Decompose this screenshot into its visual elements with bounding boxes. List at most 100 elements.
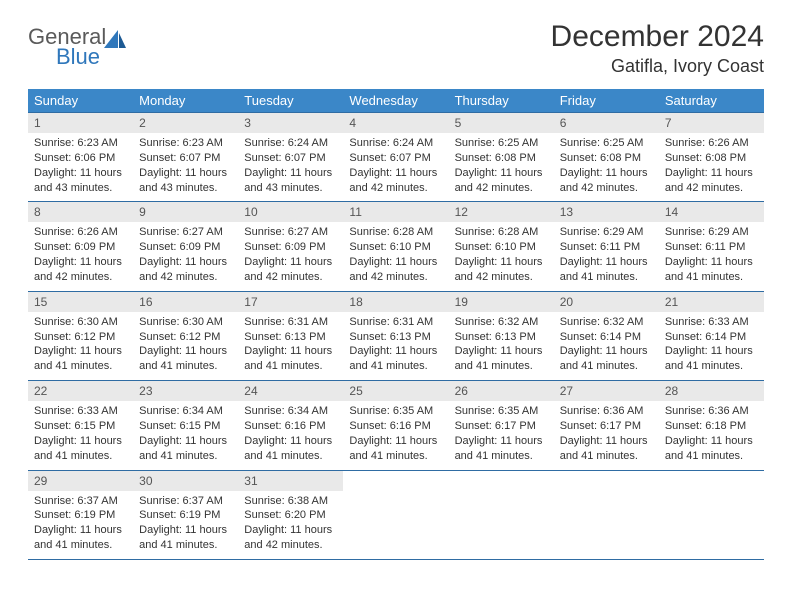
daylight-line1: Daylight: 11 hours: [34, 166, 127, 181]
daylight-line1: Daylight: 11 hours: [34, 523, 127, 538]
day-number: 16: [133, 292, 238, 312]
daylight-line2: and 42 minutes.: [349, 181, 442, 196]
daylight-line1: Daylight: 11 hours: [139, 434, 232, 449]
daylight-line1: Daylight: 11 hours: [349, 255, 442, 270]
daylight-line2: and 41 minutes.: [244, 359, 337, 374]
daylight-line1: Daylight: 11 hours: [34, 344, 127, 359]
day-cell: 7Sunrise: 6:26 AMSunset: 6:08 PMDaylight…: [659, 113, 764, 202]
weekday-header-row: SundayMondayTuesdayWednesdayThursdayFrid…: [28, 89, 764, 113]
weekday-header: Wednesday: [343, 89, 448, 113]
day-body: Sunrise: 6:26 AMSunset: 6:09 PMDaylight:…: [28, 222, 133, 290]
sunrise-text: Sunrise: 6:25 AM: [455, 136, 548, 151]
month-title: December 2024: [551, 20, 764, 54]
day-cell: 31Sunrise: 6:38 AMSunset: 6:20 PMDayligh…: [238, 470, 343, 559]
day-body: Sunrise: 6:29 AMSunset: 6:11 PMDaylight:…: [554, 222, 659, 290]
sunset-text: Sunset: 6:13 PM: [455, 330, 548, 345]
day-cell: 17Sunrise: 6:31 AMSunset: 6:13 PMDayligh…: [238, 291, 343, 380]
sunrise-text: Sunrise: 6:29 AM: [560, 225, 653, 240]
day-number: 1: [28, 113, 133, 133]
daylight-line2: and 41 minutes.: [560, 359, 653, 374]
day-number: 27: [554, 381, 659, 401]
week-row: 22Sunrise: 6:33 AMSunset: 6:15 PMDayligh…: [28, 381, 764, 470]
daylight-line1: Daylight: 11 hours: [349, 434, 442, 449]
sunset-text: Sunset: 6:19 PM: [34, 508, 127, 523]
day-body: [449, 491, 554, 553]
sunset-text: Sunset: 6:16 PM: [349, 419, 442, 434]
day-number: 2: [133, 113, 238, 133]
daylight-line1: Daylight: 11 hours: [34, 434, 127, 449]
sunrise-text: Sunrise: 6:24 AM: [349, 136, 442, 151]
daylight-line1: Daylight: 11 hours: [560, 166, 653, 181]
calendar-table: SundayMondayTuesdayWednesdayThursdayFrid…: [28, 89, 764, 560]
sunrise-text: Sunrise: 6:35 AM: [455, 404, 548, 419]
day-number: 28: [659, 381, 764, 401]
empty-cell: [554, 470, 659, 559]
week-row: 29Sunrise: 6:37 AMSunset: 6:19 PMDayligh…: [28, 470, 764, 559]
sunrise-text: Sunrise: 6:35 AM: [349, 404, 442, 419]
day-body: Sunrise: 6:35 AMSunset: 6:16 PMDaylight:…: [343, 401, 448, 469]
daylight-line1: Daylight: 11 hours: [244, 344, 337, 359]
sunset-text: Sunset: 6:08 PM: [560, 151, 653, 166]
day-cell: 24Sunrise: 6:34 AMSunset: 6:16 PMDayligh…: [238, 381, 343, 470]
day-body: Sunrise: 6:24 AMSunset: 6:07 PMDaylight:…: [343, 133, 448, 201]
sunrise-text: Sunrise: 6:33 AM: [34, 404, 127, 419]
sunrise-text: Sunrise: 6:31 AM: [349, 315, 442, 330]
day-number: 30: [133, 471, 238, 491]
daylight-line1: Daylight: 11 hours: [455, 255, 548, 270]
brand-logo: General Blue: [28, 20, 126, 68]
sail-icon: [104, 30, 126, 55]
sunset-text: Sunset: 6:07 PM: [139, 151, 232, 166]
day-cell: 11Sunrise: 6:28 AMSunset: 6:10 PMDayligh…: [343, 202, 448, 291]
daylight-line2: and 41 minutes.: [349, 359, 442, 374]
daylight-line2: and 41 minutes.: [349, 449, 442, 464]
daylight-line1: Daylight: 11 hours: [665, 255, 758, 270]
day-number: 5: [449, 113, 554, 133]
daylight-line2: and 42 minutes.: [665, 181, 758, 196]
sunset-text: Sunset: 6:19 PM: [139, 508, 232, 523]
day-body: Sunrise: 6:27 AMSunset: 6:09 PMDaylight:…: [238, 222, 343, 290]
day-cell: 9Sunrise: 6:27 AMSunset: 6:09 PMDaylight…: [133, 202, 238, 291]
day-number: 14: [659, 202, 764, 222]
day-cell: 15Sunrise: 6:30 AMSunset: 6:12 PMDayligh…: [28, 291, 133, 380]
day-body: Sunrise: 6:32 AMSunset: 6:13 PMDaylight:…: [449, 312, 554, 380]
day-number: 22: [28, 381, 133, 401]
sunset-text: Sunset: 6:11 PM: [560, 240, 653, 255]
header: General Blue December 2024 Gatifla, Ivor…: [28, 20, 764, 77]
sunrise-text: Sunrise: 6:37 AM: [139, 494, 232, 509]
day-cell: 14Sunrise: 6:29 AMSunset: 6:11 PMDayligh…: [659, 202, 764, 291]
sunrise-text: Sunrise: 6:26 AM: [34, 225, 127, 240]
daylight-line1: Daylight: 11 hours: [665, 434, 758, 449]
sunset-text: Sunset: 6:15 PM: [34, 419, 127, 434]
day-body: Sunrise: 6:34 AMSunset: 6:16 PMDaylight:…: [238, 401, 343, 469]
daylight-line2: and 41 minutes.: [139, 359, 232, 374]
weekday-header: Thursday: [449, 89, 554, 113]
day-cell: 4Sunrise: 6:24 AMSunset: 6:07 PMDaylight…: [343, 113, 448, 202]
daylight-line1: Daylight: 11 hours: [244, 434, 337, 449]
daylight-line1: Daylight: 11 hours: [139, 523, 232, 538]
sunrise-text: Sunrise: 6:31 AM: [244, 315, 337, 330]
sunrise-text: Sunrise: 6:26 AM: [665, 136, 758, 151]
daylight-line2: and 42 minutes.: [244, 538, 337, 553]
day-body: Sunrise: 6:35 AMSunset: 6:17 PMDaylight:…: [449, 401, 554, 469]
day-number: 19: [449, 292, 554, 312]
week-row: 1Sunrise: 6:23 AMSunset: 6:06 PMDaylight…: [28, 113, 764, 202]
weekday-header: Monday: [133, 89, 238, 113]
daylight-line1: Daylight: 11 hours: [34, 255, 127, 270]
daylight-line1: Daylight: 11 hours: [244, 255, 337, 270]
day-body: Sunrise: 6:33 AMSunset: 6:14 PMDaylight:…: [659, 312, 764, 380]
day-number: [554, 471, 659, 491]
day-cell: 6Sunrise: 6:25 AMSunset: 6:08 PMDaylight…: [554, 113, 659, 202]
sunrise-text: Sunrise: 6:25 AM: [560, 136, 653, 151]
day-body: Sunrise: 6:36 AMSunset: 6:18 PMDaylight:…: [659, 401, 764, 469]
day-body: Sunrise: 6:28 AMSunset: 6:10 PMDaylight:…: [343, 222, 448, 290]
day-body: Sunrise: 6:29 AMSunset: 6:11 PMDaylight:…: [659, 222, 764, 290]
daylight-line2: and 41 minutes.: [665, 359, 758, 374]
day-body: Sunrise: 6:33 AMSunset: 6:15 PMDaylight:…: [28, 401, 133, 469]
sunrise-text: Sunrise: 6:24 AM: [244, 136, 337, 151]
sunrise-text: Sunrise: 6:30 AM: [34, 315, 127, 330]
daylight-line1: Daylight: 11 hours: [560, 434, 653, 449]
day-number: [343, 471, 448, 491]
day-body: Sunrise: 6:23 AMSunset: 6:07 PMDaylight:…: [133, 133, 238, 201]
day-body: Sunrise: 6:24 AMSunset: 6:07 PMDaylight:…: [238, 133, 343, 201]
day-body: Sunrise: 6:25 AMSunset: 6:08 PMDaylight:…: [554, 133, 659, 201]
